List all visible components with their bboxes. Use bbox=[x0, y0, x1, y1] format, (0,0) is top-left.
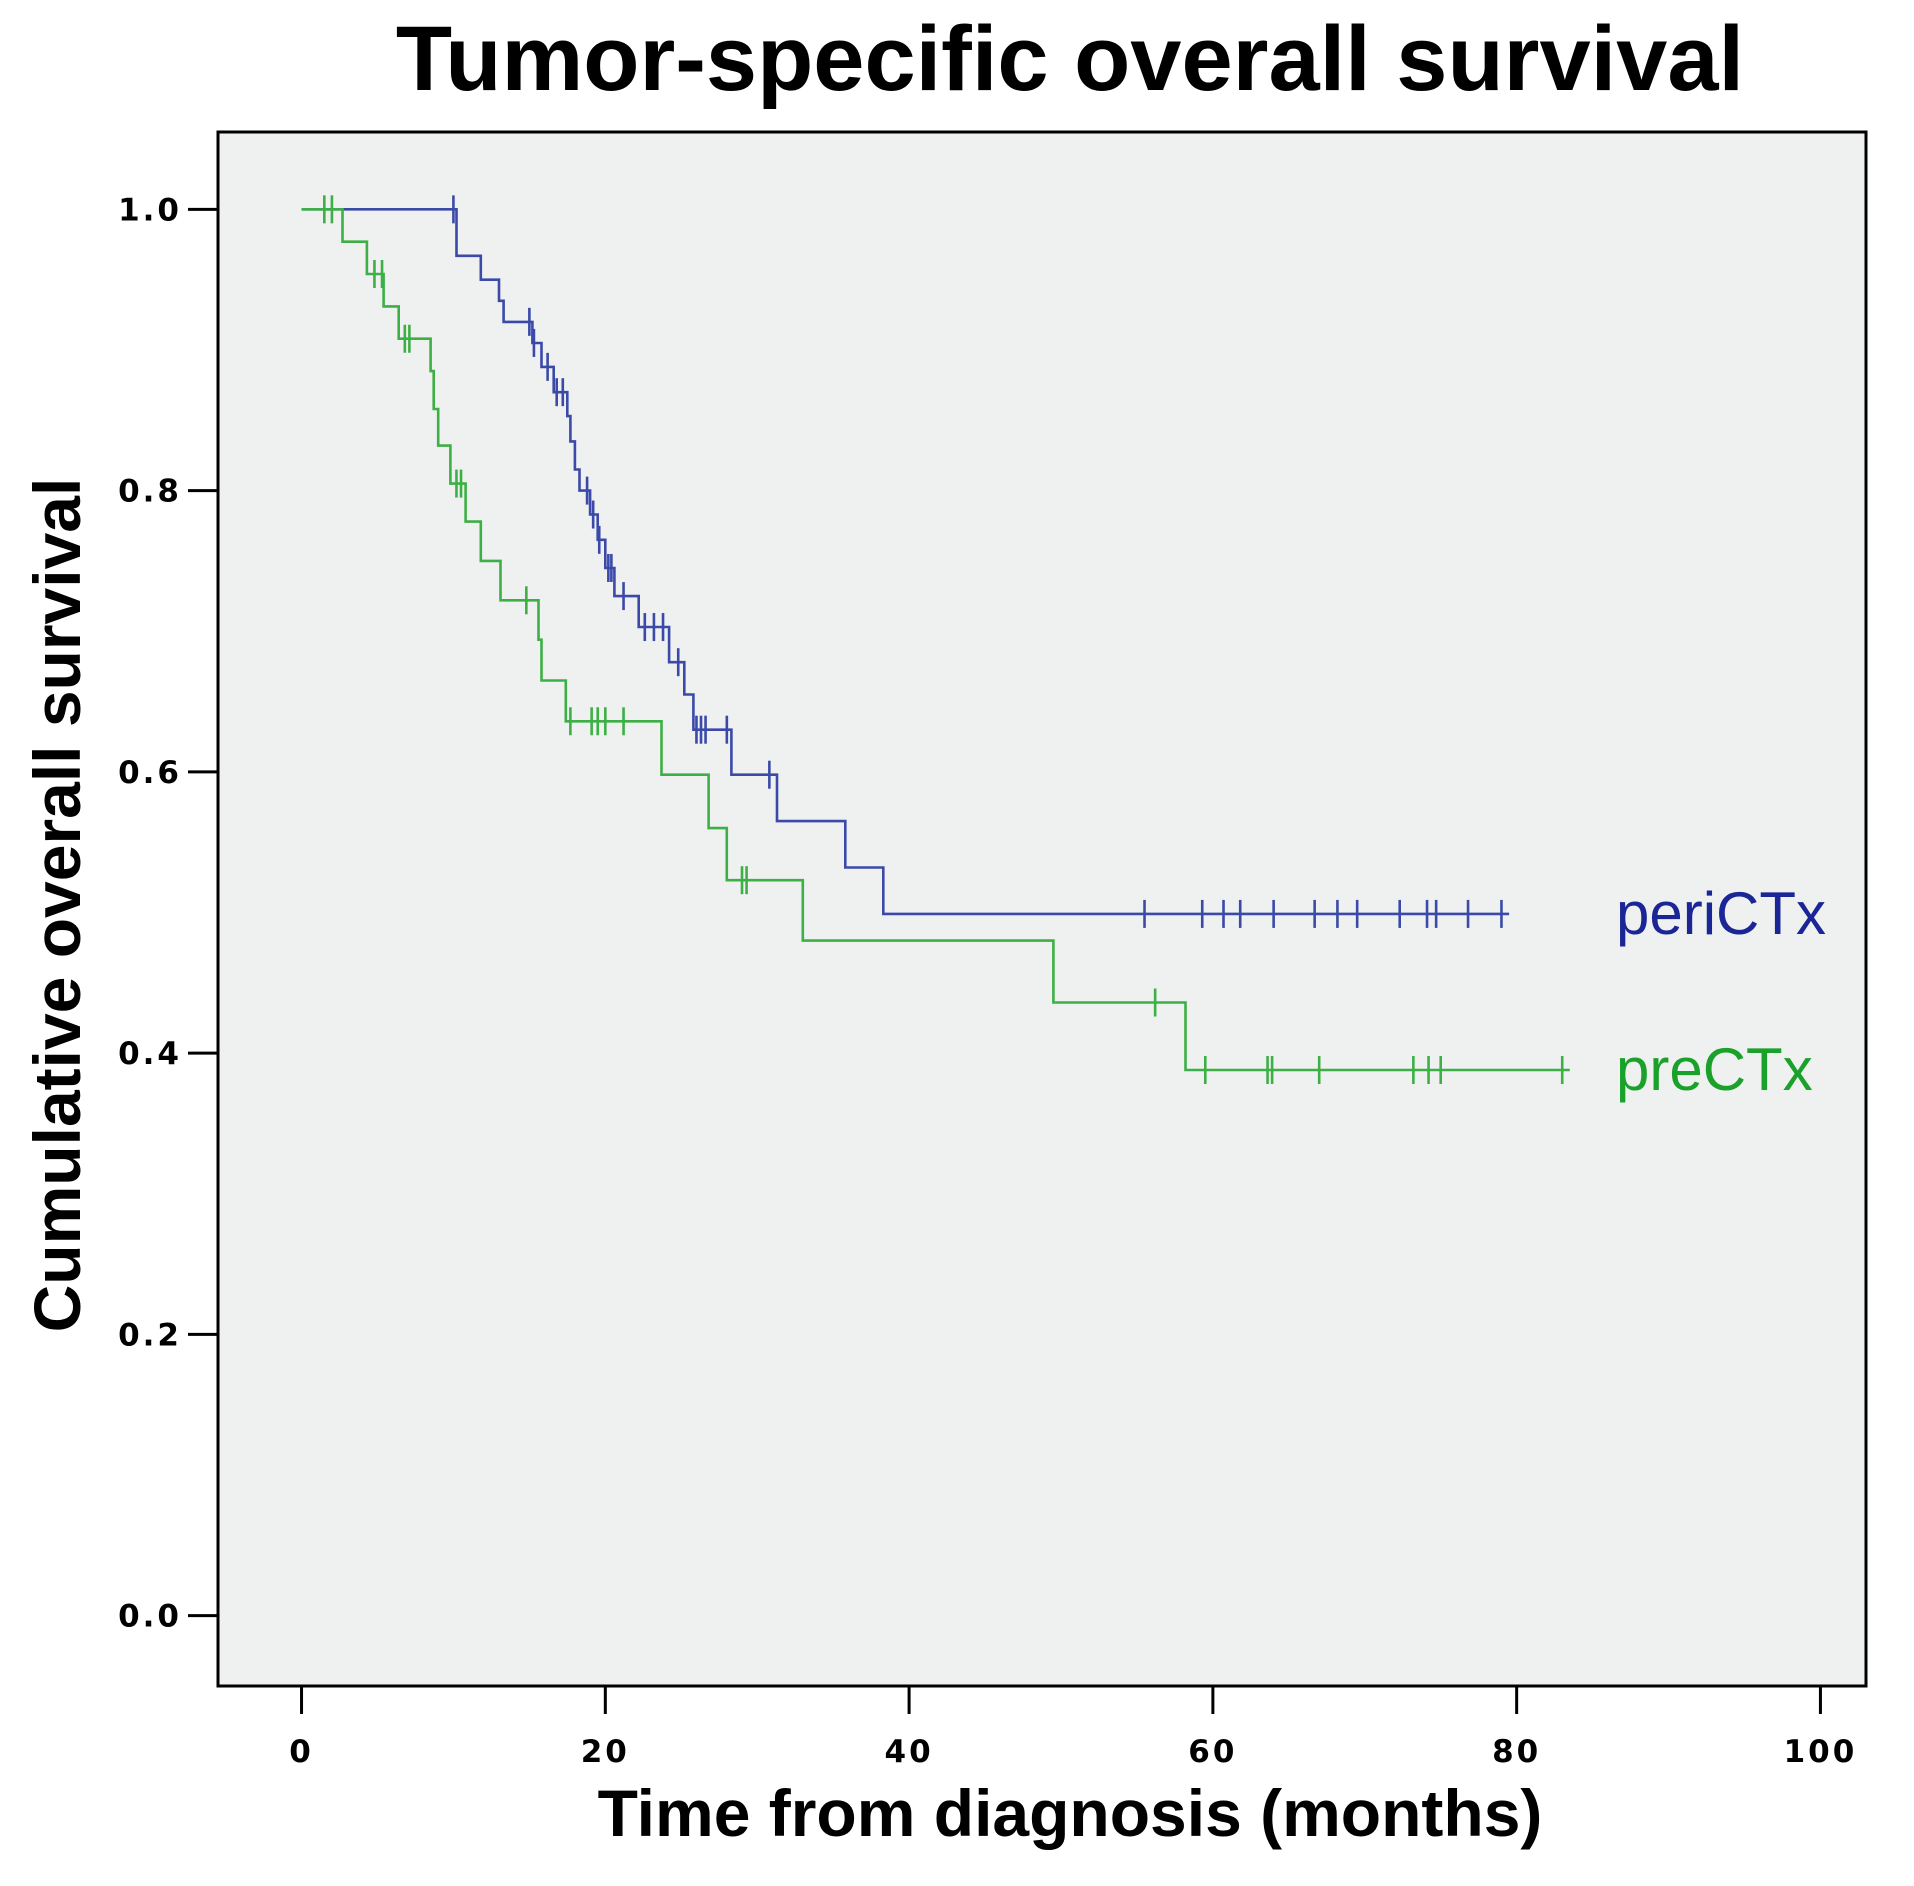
survival-curve-periCTx bbox=[301, 208, 1510, 916]
plot-area bbox=[216, 130, 1868, 1688]
series-layer bbox=[301, 195, 1570, 1085]
y-tick-label: 0.6 bbox=[118, 755, 182, 791]
legend: periCTx preCTx bbox=[1616, 880, 1826, 1103]
y-axis-label: Cumulative overall survival bbox=[20, 478, 94, 1333]
chart-title: Tumor-specific overall survival bbox=[396, 8, 1744, 110]
x-axis: 0 20 40 60 80 100 bbox=[289, 1686, 1858, 1770]
series-preCTx bbox=[301, 195, 1570, 1085]
y-tick-label: 0.4 bbox=[118, 1036, 182, 1072]
y-tick-label: 0.8 bbox=[118, 474, 182, 510]
y-tick-label: 0.2 bbox=[118, 1317, 182, 1353]
y-tick-label: 0.0 bbox=[118, 1599, 182, 1635]
legend-label-preCTx: preCTx bbox=[1616, 1036, 1813, 1103]
x-tick-label: 80 bbox=[1492, 1734, 1541, 1770]
survival-curve-preCTx bbox=[301, 208, 1570, 1072]
x-tick-label: 20 bbox=[581, 1734, 630, 1770]
x-tick-label: 40 bbox=[885, 1734, 934, 1770]
y-axis: 0.0 0.2 0.4 0.6 0.8 1.0 bbox=[118, 192, 218, 1635]
x-tick-label: 0 bbox=[289, 1734, 314, 1770]
series-periCTx bbox=[301, 195, 1510, 928]
y-tick-label: 1.0 bbox=[118, 192, 182, 228]
legend-label-periCTx: periCTx bbox=[1616, 880, 1826, 947]
x-tick-label: 60 bbox=[1188, 1734, 1237, 1770]
x-axis-label: Time from diagnosis (months) bbox=[598, 1776, 1543, 1850]
x-tick-label: 100 bbox=[1784, 1734, 1858, 1770]
